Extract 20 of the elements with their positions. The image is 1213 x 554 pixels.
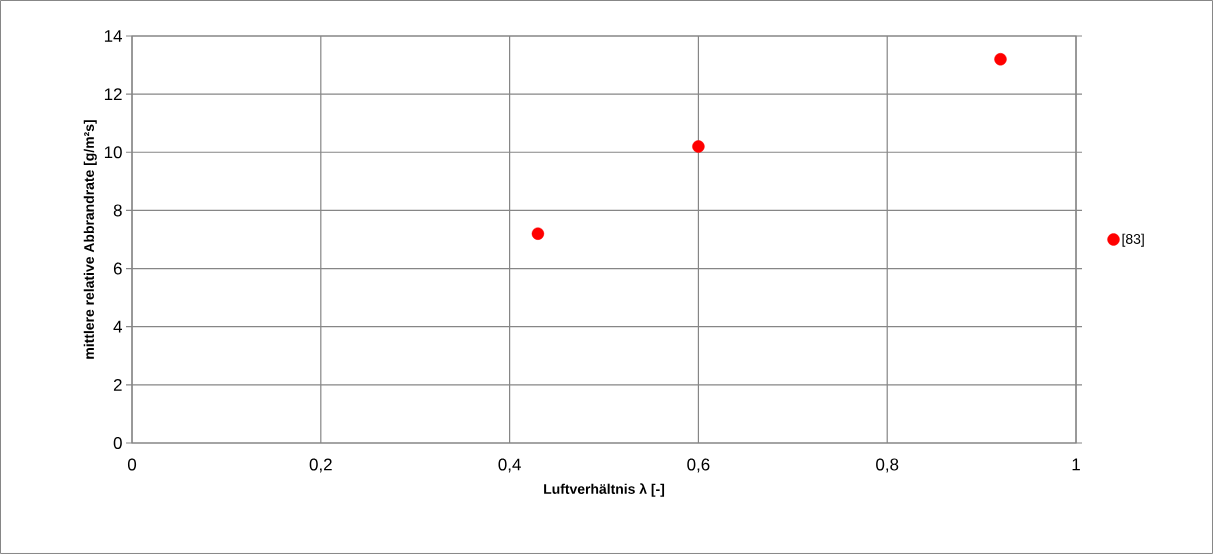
point: [994, 53, 1007, 66]
x-tick-label: 1: [1072, 458, 1080, 471]
y-axis-title: mittlere relative Abbrandrate [g/m²s]: [83, 120, 97, 359]
x-axis-title: Luftverhältnis λ [-]: [544, 483, 665, 497]
x-tick-label: 0,8: [876, 458, 899, 473]
x-tick-label: 0,4: [498, 458, 521, 473]
y-tick-label: 6: [113, 262, 122, 275]
point: [531, 227, 545, 240]
y-tick-label: 10: [104, 146, 122, 159]
y-tick-label: 4: [113, 320, 122, 333]
y-tick-label: 14: [104, 30, 122, 42]
legend-label: [83]: [1122, 233, 1144, 247]
x-tick-label: 0: [127, 458, 137, 471]
x-tick-label: 0,6: [687, 458, 710, 473]
y-tick-label: 8: [113, 204, 122, 217]
y-tick-label: 2: [113, 378, 122, 391]
y-tick-label: 0: [113, 436, 122, 449]
x-tick-label: 0,2: [309, 458, 332, 473]
y-tick-label: 12: [104, 88, 122, 101]
point: [692, 140, 705, 153]
